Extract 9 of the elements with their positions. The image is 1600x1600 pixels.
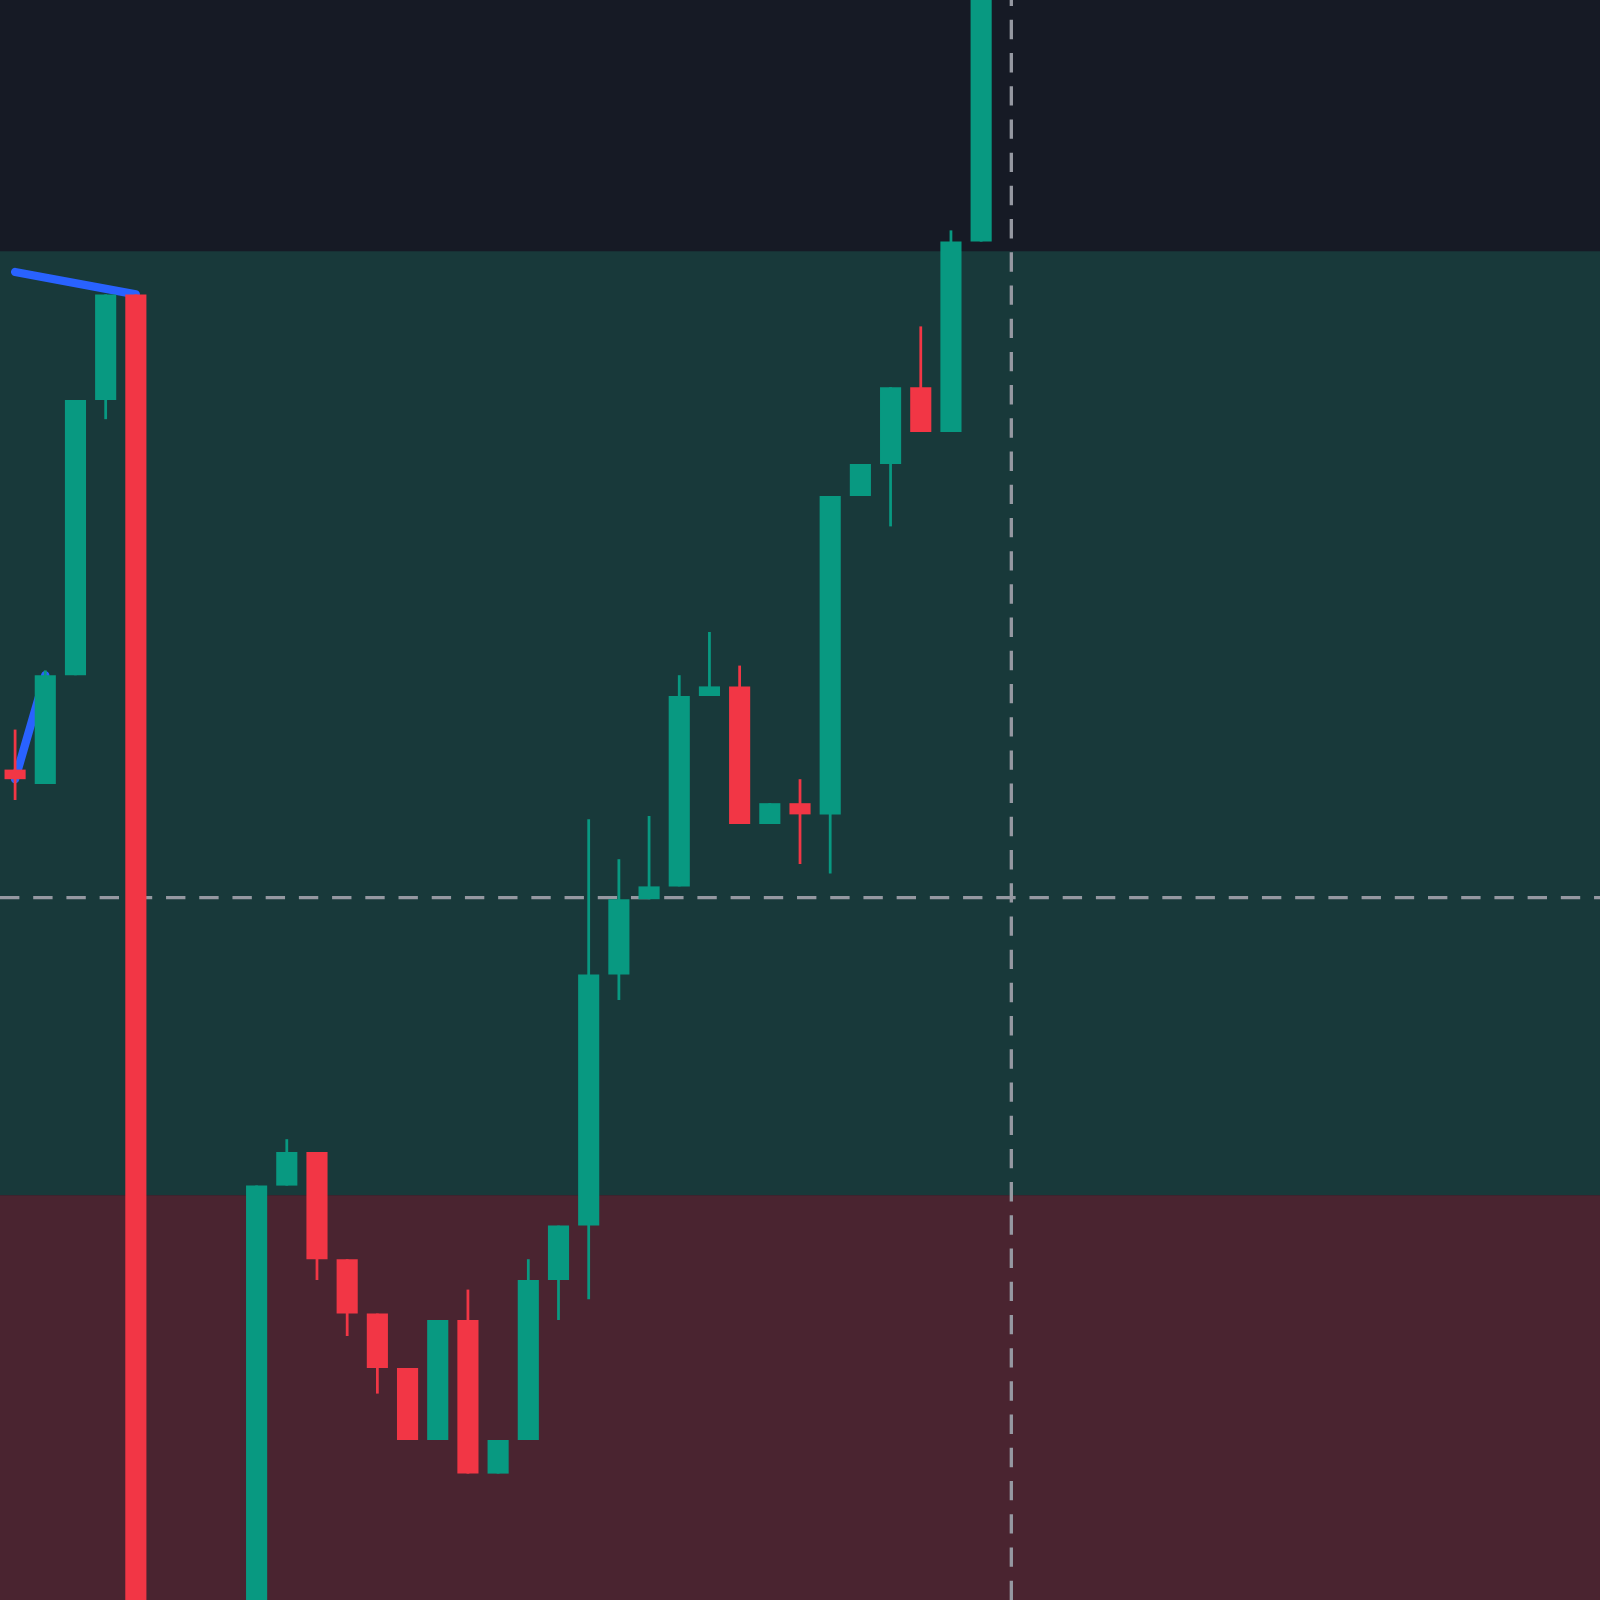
candlestick: [759, 801, 781, 826]
candlestick: [4, 728, 26, 802]
candlestick: [276, 1137, 298, 1187]
candlestick: [698, 630, 721, 698]
candlestick: [910, 325, 932, 434]
candlestick: [789, 777, 811, 866]
candlestick: [849, 463, 871, 496]
candlestick: [487, 1438, 509, 1475]
candlestick: [638, 814, 660, 901]
